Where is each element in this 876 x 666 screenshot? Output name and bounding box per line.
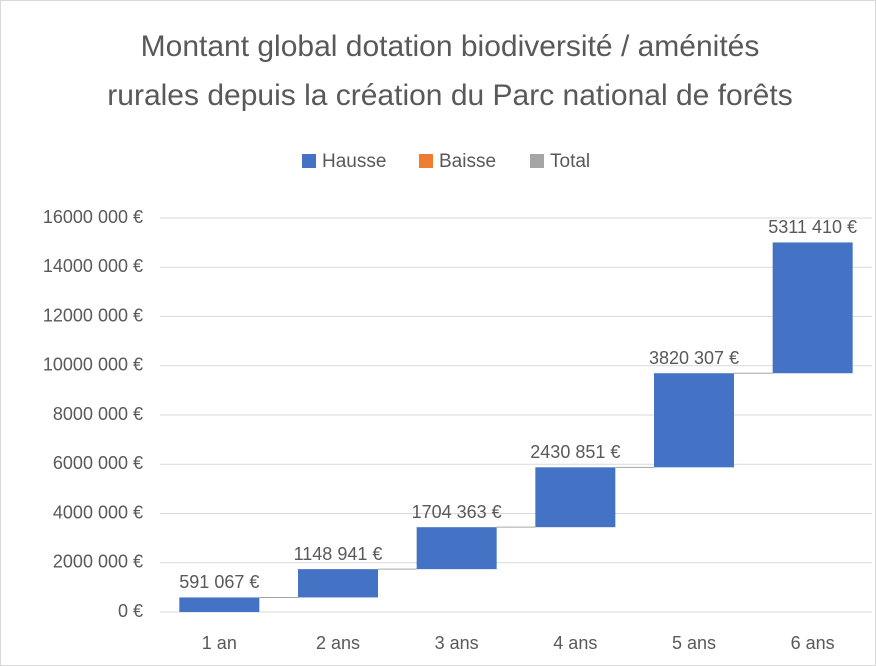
y-tick-label: 0 €	[118, 601, 143, 621]
y-tick-label: 2000 000 €	[53, 552, 143, 572]
value-label: 1704 363 €	[412, 502, 502, 522]
bar	[298, 569, 378, 598]
y-tick-label: 16000 000 €	[43, 207, 143, 227]
legend-label: Hausse	[322, 151, 386, 172]
legend-swatch	[419, 154, 433, 168]
bar	[535, 467, 616, 528]
x-tick-label: 5 ans	[672, 633, 716, 653]
legend-label: Total	[550, 151, 590, 172]
x-tick-label: 2 ans	[316, 633, 360, 653]
bar	[416, 527, 497, 570]
y-tick-label: 6000 000 €	[53, 453, 143, 473]
chart-title: rurales depuis la création du Parc natio…	[107, 79, 792, 112]
bar	[772, 242, 853, 374]
y-tick-label: 10000 000 €	[43, 355, 143, 375]
bar	[654, 373, 734, 468]
legend-swatch	[530, 154, 544, 168]
legend-swatch	[302, 154, 316, 168]
x-tick-label: 3 ans	[435, 633, 479, 653]
x-tick-label: 1 an	[202, 633, 237, 653]
y-tick-label: 12000 000 €	[43, 305, 143, 325]
value-label: 591 067 €	[179, 572, 259, 592]
chart-title: Montant global dotation biodiversité / a…	[141, 30, 760, 63]
value-label: 5311 410 €	[768, 217, 857, 237]
x-tick-label: 4 ans	[553, 633, 597, 653]
x-tick-label: 6 ans	[791, 633, 835, 653]
bar	[179, 597, 260, 612]
y-tick-label: 4000 000 €	[53, 502, 143, 522]
y-tick-label: 14000 000 €	[43, 256, 143, 276]
y-tick-label: 8000 000 €	[53, 404, 143, 424]
legend-label: Baisse	[439, 151, 496, 172]
value-label: 2430 851 €	[530, 442, 620, 462]
value-label: 1148 941 €	[294, 544, 383, 564]
value-label: 3820 307 €	[649, 348, 739, 368]
